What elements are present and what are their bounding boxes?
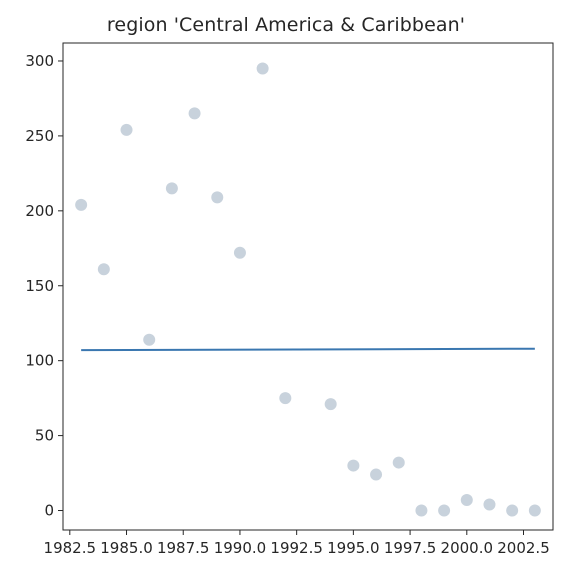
scatter-point <box>165 182 178 195</box>
y-tick-label: 100 <box>25 352 54 370</box>
scatter-point <box>347 459 360 472</box>
scatter-point <box>256 62 269 75</box>
scatter-point <box>97 263 110 276</box>
scatter-point <box>75 198 88 211</box>
scatter-point <box>188 107 201 120</box>
scatter-point <box>279 392 292 405</box>
scatter-point <box>483 498 496 511</box>
x-tick-label: 2002.5 <box>497 539 550 557</box>
x-tick-label: 1982.5 <box>44 539 97 557</box>
x-tick-label: 1997.5 <box>384 539 437 557</box>
scatter-point <box>438 504 451 517</box>
scatter-point <box>120 123 133 136</box>
scatter-point <box>370 468 383 481</box>
scatter-point <box>143 333 156 346</box>
x-tick-label: 1985.0 <box>100 539 153 557</box>
scatter-point <box>324 398 337 411</box>
chart-title: region 'Central America & Caribbean' <box>106 14 466 36</box>
y-tick-label: 50 <box>35 427 54 445</box>
y-tick-label: 300 <box>25 52 54 70</box>
x-tick-label: 1995.0 <box>327 539 380 557</box>
y-tick-label: 250 <box>25 127 54 145</box>
scatter-point <box>528 504 541 517</box>
scatter-point <box>415 504 428 517</box>
scatter-point <box>460 494 473 507</box>
x-tick-label: 1990.0 <box>214 539 267 557</box>
scatter-point <box>211 191 224 204</box>
trend-line <box>81 347 535 352</box>
y-tick-label: 150 <box>25 277 54 295</box>
x-tick-label: 1992.5 <box>270 539 323 557</box>
x-tick-label: 2000.0 <box>441 539 494 557</box>
scatter-point <box>392 456 405 469</box>
y-tick-label: 200 <box>25 202 54 220</box>
x-tick-label: 1987.5 <box>157 539 210 557</box>
y-tick-label: 0 <box>44 502 54 520</box>
scatter-point <box>506 504 519 517</box>
plot-frame <box>62 42 554 531</box>
scatter-point <box>233 246 246 259</box>
